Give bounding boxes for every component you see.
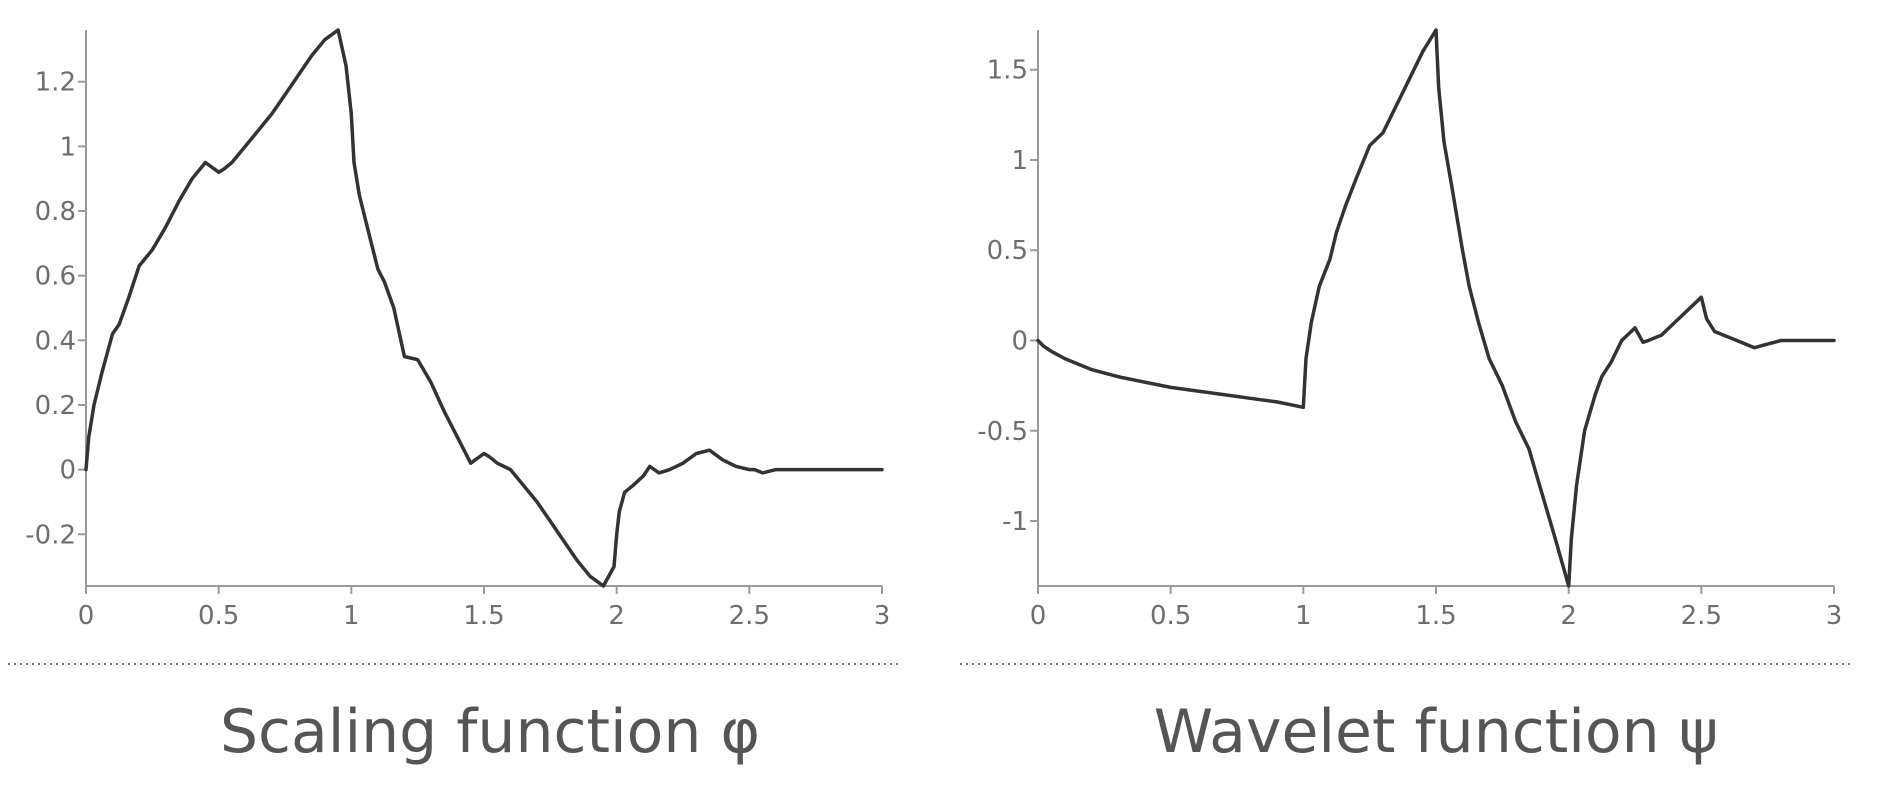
scaling-caption: Scaling function φ — [220, 697, 760, 767]
wavelet-x-tick-label: 3 — [1826, 601, 1843, 631]
wavelet-y-tick-label: 1 — [1011, 146, 1028, 176]
wavelet-y-tick-label: 0 — [1011, 326, 1028, 356]
scaling-x-tick-label: 1 — [343, 601, 360, 631]
scaling-x-tick-label: 0 — [78, 601, 95, 631]
scaling-x-tick-label: 0.5 — [198, 601, 239, 631]
wavelet-function-chart: -1 -0.5 0 0.5 1 1.5 0 0.5 1 1.5 2 2.5 3 Wavelet funct… — [960, 28, 1852, 767]
wavelet-y-tick-label: 0.5 — [987, 236, 1028, 266]
scaling-y-tick-label: -0.2 — [25, 520, 76, 550]
scaling-function-line — [84, 28, 884, 588]
wavelet-y-tick-label: -0.5 — [977, 417, 1028, 447]
wavelet-y-tick-label: -1 — [1002, 507, 1028, 537]
scaling-y-tick-label: 0.6 — [35, 262, 76, 292]
wavelet-x-tick-label: 1.5 — [1415, 601, 1456, 631]
scaling-x-tick-label: 3 — [874, 601, 891, 631]
wavelet-x-tick-label: 2.5 — [1681, 601, 1722, 631]
scaling-y-tick-label: 1.2 — [35, 68, 76, 98]
scaling-y-tick-label: 0.8 — [35, 197, 76, 227]
wavelet-x-tick-label: 0 — [1030, 601, 1047, 631]
scaling-y-tick-label: 1 — [59, 132, 76, 162]
scaling-x-tick-label: 2.5 — [729, 601, 770, 631]
scaling-y-tick-label: 0.2 — [35, 391, 76, 421]
wavelet-function-line — [1036, 28, 1836, 588]
scaling-y-tick-label: 0 — [59, 456, 76, 486]
wavelet-x-tick-label: 1 — [1295, 601, 1312, 631]
scaling-y-tick-label: 0.4 — [35, 326, 76, 356]
scaling-x-tick-label: 1.5 — [463, 601, 504, 631]
wavelet-x-tick-label: 2 — [1560, 601, 1577, 631]
scaling-x-tick-label: 2 — [608, 601, 625, 631]
wavelet-x-tick-label: 0.5 — [1150, 601, 1191, 631]
wavelet-caption: Wavelet function ψ — [1154, 697, 1719, 767]
scaling-function-chart: -0.2 0 0.2 0.4 0.6 0.8 1 1.2 0 0.5 1 1.5 2 2.5 3 Scalin… — [8, 28, 900, 767]
wavelet-y-tick-label: 1.5 — [987, 56, 1028, 86]
